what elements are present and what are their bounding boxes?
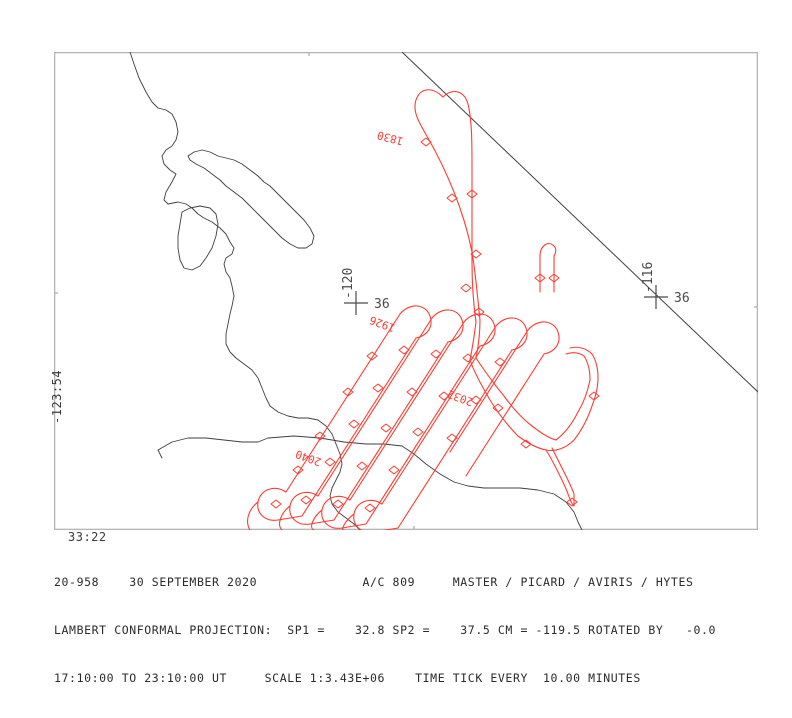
flight-track: [247, 89, 600, 530]
graticule-lon-label-116: -116: [641, 262, 656, 293]
frame-tick-marks: [54, 52, 758, 530]
graticule-lat-label-36-east: 36: [674, 291, 690, 306]
axis-label-left-longitude: -123:54: [50, 369, 64, 424]
coastline: [129, 52, 583, 530]
map-plot-area: -120 36 -116 36 1830 1926 2040 2032 -123…: [50, 52, 758, 544]
track-time-label-2032: 2032: [446, 387, 475, 408]
graticule-lat-label-36-west: 36: [374, 297, 390, 312]
map-canvas: -120 36 -116 36 1830 1926 2040 2032: [54, 52, 758, 530]
track-time-label-1926: 1926: [368, 313, 397, 334]
track-time-label-2040: 2040: [294, 447, 323, 468]
flight-plan-map-page: -120 36 -116 36 1830 1926 2040 2032 -123…: [50, 52, 758, 685]
footer-metadata: 20-958 30 SEPTEMBER 2020 A/C 809 MASTER …: [54, 542, 754, 718]
footer-line-3: 17:10:00 TO 23:10:00 UT SCALE 1:3.43E+06…: [54, 671, 641, 685]
footer-line-1: 20-958 30 SEPTEMBER 2020 A/C 809 MASTER …: [54, 575, 694, 589]
track-time-label-1830: 1830: [376, 128, 405, 147]
map-frame-border: [54, 52, 758, 530]
corridor-boundary-line: [401, 52, 758, 393]
axis-label-bottom-latitude: 33:22: [68, 530, 107, 544]
graticule-marks: [344, 285, 668, 315]
time-tick-arrows: [270, 137, 600, 513]
footer-line-2: LAMBERT CONFORMAL PROJECTION: SP1 = 32.8…: [54, 623, 717, 637]
map-text-labels: -120 36 -116 36 1830 1926 2040 2032: [294, 128, 690, 468]
graticule-lon-label-120: -120: [341, 268, 356, 299]
